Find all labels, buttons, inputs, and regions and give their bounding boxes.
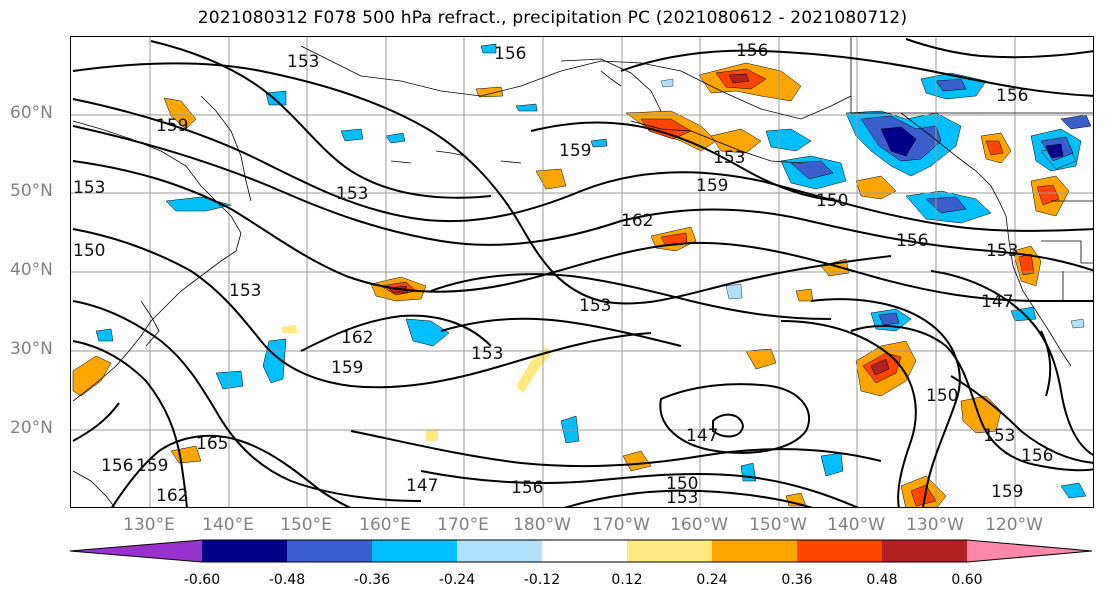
colorbar-tick: 0.36 bbox=[781, 572, 813, 588]
colorbar-tick: 0.12 bbox=[611, 572, 643, 588]
contour-label: 156 bbox=[511, 478, 543, 498]
contour-label: 156 bbox=[996, 86, 1028, 106]
coastlines bbox=[72, 37, 1093, 507]
contour-label: 150 bbox=[73, 241, 105, 261]
lon-label-140w: 140°W bbox=[827, 515, 885, 535]
lon-label-160w: 160°W bbox=[670, 515, 728, 535]
lon-label-170w: 170°W bbox=[592, 515, 650, 535]
contour-label: 150 bbox=[666, 474, 698, 494]
contour-label: 153 bbox=[579, 296, 611, 316]
contour-label: 150 bbox=[926, 386, 958, 406]
contour-label: 147 bbox=[686, 426, 718, 446]
lon-label-130e: 130°E bbox=[123, 515, 175, 535]
contour-label: 147 bbox=[406, 476, 438, 496]
contour-label: 147 bbox=[981, 292, 1013, 312]
map-panel: 153 156 159 159 153 153 150 162 156 153 … bbox=[70, 36, 1094, 508]
contour-label: 159 bbox=[156, 116, 188, 136]
map-title: 2021080312 F078 500 hPa refract., precip… bbox=[197, 8, 908, 28]
contour-label: 156 bbox=[736, 41, 768, 61]
colorbar-tick: -0.24 bbox=[438, 572, 476, 588]
contour-label: 156 bbox=[896, 231, 928, 251]
colorbar-segment bbox=[372, 540, 457, 562]
colorbar-left-arrow bbox=[70, 540, 202, 562]
contour-labels: 153 156 159 159 153 153 150 162 156 153 … bbox=[73, 41, 1053, 508]
lat-label-50n: 50°N bbox=[10, 181, 53, 201]
graticule bbox=[71, 37, 1093, 507]
contour-label: 159 bbox=[559, 141, 591, 161]
colorbar-segment bbox=[542, 540, 627, 562]
contour-label: 156 bbox=[494, 44, 526, 64]
colorbar-graphic bbox=[70, 539, 1093, 563]
contour-label: 159 bbox=[696, 176, 728, 196]
colorbar-outline bbox=[70, 539, 1093, 563]
lon-label-180w: 180°W bbox=[513, 515, 571, 535]
contour-label: 153 bbox=[336, 184, 368, 204]
colorbar-segment bbox=[882, 540, 967, 562]
contour-label: 153 bbox=[471, 344, 503, 364]
contour-label: 162 bbox=[341, 328, 373, 348]
contour-label: 150 bbox=[816, 191, 848, 211]
colorbar-right-arrow bbox=[967, 540, 1092, 562]
colorbar-tick: -0.36 bbox=[353, 572, 391, 588]
lat-label-60n: 60°N bbox=[10, 103, 53, 123]
colorbar-segment bbox=[712, 540, 797, 562]
precipitation-shading bbox=[72, 43, 1092, 507]
map-canvas: 153 156 159 159 153 153 150 162 156 153 … bbox=[71, 37, 1093, 508]
lon-label-150w: 150°W bbox=[749, 515, 807, 535]
contour-label: 153 bbox=[73, 178, 105, 198]
colorbar-segment bbox=[287, 540, 372, 562]
colorbar-tick: 0.60 bbox=[951, 572, 983, 588]
lat-label-20n: 20°N bbox=[10, 418, 53, 438]
contour-label: 153 bbox=[983, 426, 1015, 446]
refractivity-contours bbox=[72, 38, 1093, 507]
lon-label-120w: 120°W bbox=[985, 515, 1043, 535]
contour-label: 153 bbox=[666, 488, 698, 508]
contour-label: 165 bbox=[196, 434, 228, 454]
contour-label: 153 bbox=[229, 281, 261, 301]
lon-label-140e: 140°E bbox=[202, 515, 254, 535]
contour-label: 159 bbox=[331, 358, 363, 378]
colorbar-tick: -0.12 bbox=[523, 572, 561, 588]
colorbar-segment bbox=[457, 540, 542, 562]
contour-label: 156 bbox=[1021, 446, 1053, 466]
contour-label: 153 bbox=[287, 52, 319, 72]
lat-label-40n: 40°N bbox=[10, 260, 53, 280]
colorbar-segment bbox=[202, 540, 287, 562]
colorbar-tick: 0.48 bbox=[866, 572, 898, 588]
colorbar-tick: 0.24 bbox=[696, 572, 728, 588]
colorbar-segment bbox=[797, 540, 882, 562]
lon-label-160e: 160°E bbox=[359, 515, 411, 535]
contour-label: 156 bbox=[101, 456, 133, 476]
contour-label: 162 bbox=[621, 211, 653, 231]
contour-label: 159 bbox=[991, 482, 1023, 502]
colorbar-tick: -0.48 bbox=[268, 572, 306, 588]
colorbar-segment bbox=[627, 540, 712, 562]
lat-label-30n: 30°N bbox=[10, 339, 53, 359]
colorbar-tick: -0.60 bbox=[183, 572, 221, 588]
lon-label-150e: 150°E bbox=[280, 515, 332, 535]
lon-label-170e: 170°E bbox=[437, 515, 489, 535]
contour-label: 162 bbox=[156, 486, 188, 506]
contour-label: 159 bbox=[136, 456, 168, 476]
contour-label: 153 bbox=[986, 241, 1018, 261]
colorbar bbox=[70, 538, 1094, 564]
lon-label-130w: 130°W bbox=[906, 515, 964, 535]
contour-label: 153 bbox=[713, 148, 745, 168]
